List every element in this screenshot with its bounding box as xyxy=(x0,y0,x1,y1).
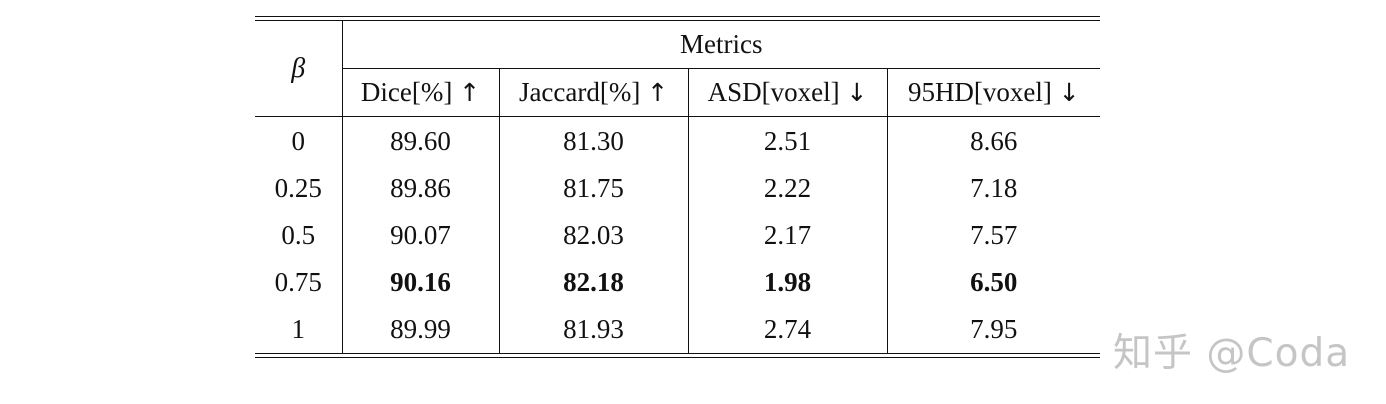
watermark-text: 知乎 @Coda xyxy=(1113,331,1351,376)
table-row: 0.5 90.07 82.03 2.17 7.57 xyxy=(255,212,1101,259)
asd-cell: 2.51 xyxy=(687,116,887,165)
hd95-cell: 7.57 xyxy=(886,212,1101,259)
beta-cell: 1 xyxy=(291,314,306,344)
column-header-jaccard: Jaccard[%] ↑ xyxy=(498,68,688,117)
down-arrow-icon: ↓ xyxy=(846,78,868,107)
hd95-cell: 7.18 xyxy=(886,165,1101,212)
beta-header: β xyxy=(291,52,306,84)
header-row-1: β Metrics xyxy=(255,21,1101,84)
ablation-table: β Metrics Dice[%] ↑ Jaccard[%] ↑ ASD[vox… xyxy=(255,21,1101,353)
column-header-asd: ASD[voxel] ↓ xyxy=(687,68,887,117)
beta-cell: 0.25 xyxy=(274,173,322,203)
asd-cell: 1.98 xyxy=(687,259,887,306)
table-row: 1 89.99 81.93 2.74 7.95 xyxy=(255,306,1101,353)
metrics-group-header: Metrics xyxy=(341,21,1101,69)
jaccard-cell: 81.93 xyxy=(498,306,688,353)
results-table: β Metrics Dice[%] ↑ Jaccard[%] ↑ ASD[vox… xyxy=(255,16,1101,358)
top-double-rule xyxy=(255,16,1100,21)
jaccard-cell: 81.75 xyxy=(498,165,688,212)
dice-cell: 90.16 xyxy=(341,259,499,306)
beta-cell: 0 xyxy=(255,116,342,165)
beta-cell: 0.75 xyxy=(274,267,322,297)
up-arrow-icon: ↑ xyxy=(647,78,669,107)
column-header-95hd: 95HD[voxel] ↓ xyxy=(886,68,1101,117)
table-row: 0.25 89.86 81.75 2.22 7.18 xyxy=(255,165,1101,212)
dice-cell: 89.60 xyxy=(341,116,499,165)
up-arrow-icon: ↑ xyxy=(459,78,481,107)
hd95-cell: 7.95 xyxy=(886,306,1101,353)
header-row-2: Dice[%] ↑ Jaccard[%] ↑ ASD[voxel] ↓ 95HD… xyxy=(255,68,1101,117)
column-header-dice: Dice[%] ↑ xyxy=(341,68,499,117)
hd95-cell: 8.66 xyxy=(886,116,1101,165)
jaccard-cell: 81.30 xyxy=(498,116,688,165)
asd-cell: 2.17 xyxy=(687,212,887,259)
beta-cell: 0.5 xyxy=(281,220,316,250)
table-row: 0 89.60 81.30 2.51 8.66 xyxy=(255,116,1101,165)
asd-cell: 2.74 xyxy=(687,306,887,353)
asd-cell: 2.22 xyxy=(687,165,887,212)
dice-cell: 89.86 xyxy=(341,165,499,212)
hd95-cell: 6.50 xyxy=(886,259,1101,306)
jaccard-cell: 82.18 xyxy=(498,259,688,306)
down-arrow-icon: ↓ xyxy=(1058,78,1080,107)
dice-cell: 90.07 xyxy=(341,212,499,259)
dice-cell: 89.99 xyxy=(341,306,499,353)
bottom-double-rule xyxy=(255,353,1100,358)
table-row-best: 0.75 90.16 82.18 1.98 6.50 xyxy=(255,259,1101,306)
jaccard-cell: 82.03 xyxy=(498,212,688,259)
